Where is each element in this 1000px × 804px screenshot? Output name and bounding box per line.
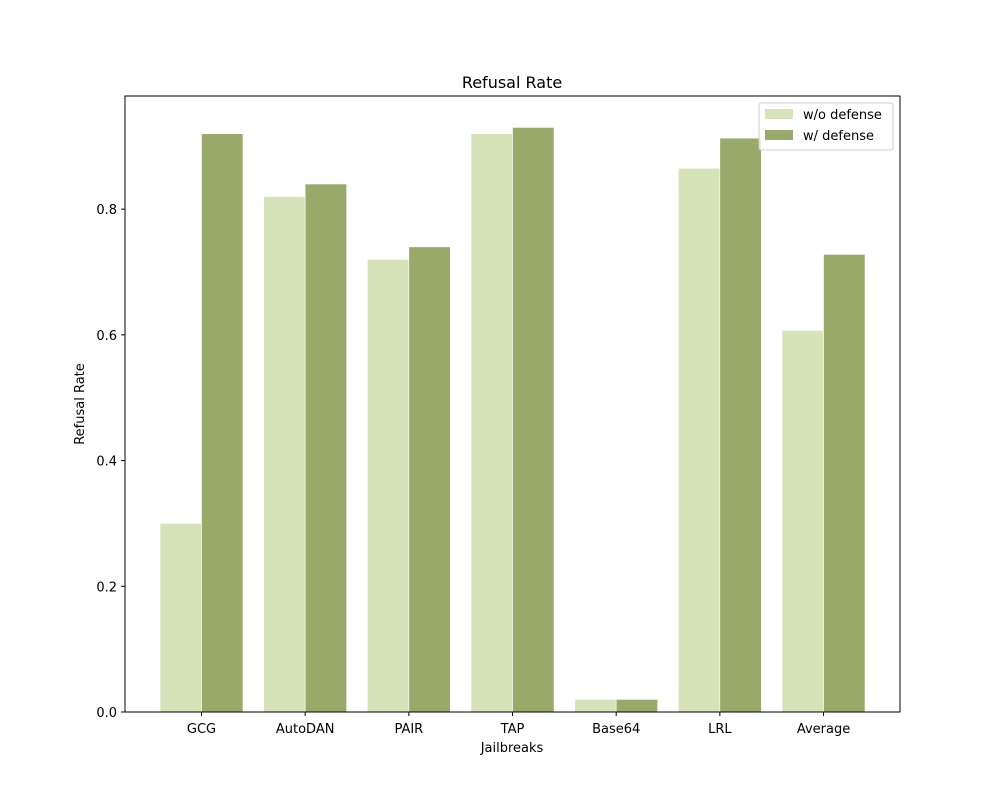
bar-w-defense-lrl xyxy=(719,137,762,713)
x-tick-label-autodan: AutoDAN xyxy=(276,722,335,737)
x-tick-label-pair: PAIR xyxy=(394,722,423,737)
bar-w-o-defense-gcg xyxy=(159,523,202,713)
y-tick-label: 0.2 xyxy=(96,580,117,595)
legend-label-w-defense: w/ defense xyxy=(803,129,874,144)
bar-w-defense-autodan xyxy=(304,183,347,713)
y-tick-label: 0.0 xyxy=(96,706,117,721)
y-tick-label: 0.4 xyxy=(96,455,117,470)
x-axis: GCG AutoDAN PAIR TAP Base64 LRL Average xyxy=(187,712,850,737)
legend-swatch-wo-defense xyxy=(765,109,793,119)
bar-w-defense-pair xyxy=(408,246,451,713)
bar-w-o-defense-autodan xyxy=(263,196,306,713)
bar-w-defense-average xyxy=(823,254,866,713)
bar-w-defense-base64 xyxy=(615,699,658,713)
y-tick-label: 0.8 xyxy=(96,203,117,218)
legend-label-wo-defense: w/o defense xyxy=(803,108,882,123)
bar-w-o-defense-pair xyxy=(367,259,410,713)
bar-w-o-defense-tap xyxy=(470,133,513,713)
y-axis-label: Refusal Rate xyxy=(73,363,88,445)
x-tick-label-lrl: LRL xyxy=(708,722,732,737)
x-tick-label-base64: Base64 xyxy=(592,722,640,737)
bar-w-o-defense-base64 xyxy=(574,699,617,713)
legend-swatch-w-defense xyxy=(765,130,793,140)
chart-title: Refusal Rate xyxy=(462,73,562,92)
bar-w-defense-gcg xyxy=(201,133,244,713)
x-tick-label-average: Average xyxy=(797,722,850,737)
legend: w/o defense w/ defense xyxy=(758,102,894,151)
x-tick-label-gcg: GCG xyxy=(187,722,216,737)
y-tick-label: 0.6 xyxy=(96,329,117,344)
bars-layer xyxy=(159,127,866,713)
bar-w-defense-tap xyxy=(512,127,555,713)
bar-w-o-defense-average xyxy=(781,330,824,713)
x-axis-label: Jailbreaks xyxy=(480,741,544,756)
x-tick-label-tap: TAP xyxy=(500,722,525,737)
y-axis: 0.0 0.2 0.4 0.6 0.8 xyxy=(96,203,125,721)
bar-w-o-defense-lrl xyxy=(678,167,721,713)
